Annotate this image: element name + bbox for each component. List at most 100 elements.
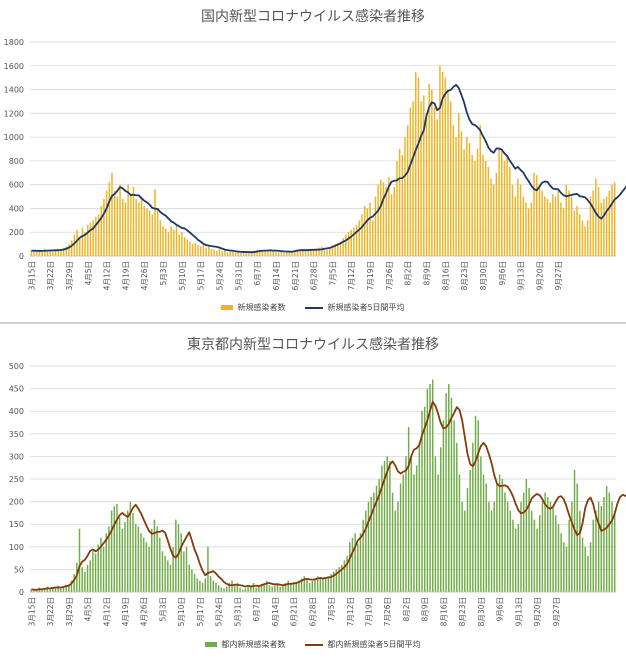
tokyo-bar bbox=[605, 485, 608, 592]
tokyo-bar bbox=[49, 589, 51, 592]
national-bar bbox=[374, 196, 377, 256]
national-bar bbox=[92, 220, 94, 256]
national-bar bbox=[409, 107, 412, 256]
national-bar bbox=[557, 190, 559, 256]
national-bar bbox=[208, 246, 210, 256]
national-bar bbox=[44, 248, 46, 256]
tokyo-bar bbox=[418, 442, 421, 592]
national-chart-title: 国内新型コロナウイルス感染者推移 bbox=[201, 9, 425, 25]
national-bar bbox=[584, 226, 586, 256]
tokyo-bar bbox=[367, 501, 370, 592]
tokyo-bar bbox=[509, 510, 512, 592]
national-bar bbox=[331, 245, 334, 256]
national-bar bbox=[423, 95, 425, 256]
national-bar bbox=[108, 182, 111, 256]
national-x-tick-label: 3月29日 bbox=[65, 261, 74, 290]
tokyo-bar bbox=[442, 420, 445, 592]
national-y-tick-label: 1800 bbox=[4, 38, 24, 47]
tokyo-bar bbox=[185, 546, 188, 592]
national-x-tick-label: 5月31日 bbox=[234, 261, 243, 290]
tokyo-bar bbox=[381, 465, 383, 592]
national-bar bbox=[113, 190, 116, 256]
national-bar bbox=[253, 250, 256, 256]
national-bar bbox=[398, 149, 401, 256]
national-bar bbox=[613, 182, 616, 256]
tokyo-bar bbox=[490, 510, 493, 592]
tokyo-x-tick-label: 8月9日 bbox=[421, 597, 430, 622]
tokyo-bar bbox=[62, 586, 65, 592]
national-bar bbox=[382, 182, 385, 256]
national-bar bbox=[197, 245, 199, 256]
national-bar bbox=[433, 107, 436, 256]
tokyo-bar bbox=[250, 585, 252, 592]
tokyo-bar bbox=[563, 542, 565, 592]
tokyo-y-tick-label: 100 bbox=[9, 543, 24, 552]
national-bar bbox=[549, 202, 551, 256]
tokyo-bar bbox=[480, 456, 482, 592]
national-bar bbox=[318, 247, 320, 256]
tokyo-bar bbox=[544, 492, 546, 592]
national-bar bbox=[366, 208, 369, 256]
national-y-tick-label: 400 bbox=[9, 204, 24, 213]
tokyo-bar bbox=[397, 501, 399, 592]
national-bar bbox=[111, 172, 113, 256]
tokyo-bar bbox=[137, 526, 140, 592]
national-bar bbox=[565, 184, 568, 256]
tokyo-bar bbox=[105, 533, 107, 592]
national-bar bbox=[363, 206, 366, 256]
tokyo-bar bbox=[268, 585, 271, 592]
national-bar bbox=[81, 227, 84, 256]
tokyo-x-tick-label: 5月10日 bbox=[177, 597, 186, 626]
national-x-tick-label: 5月10日 bbox=[178, 261, 187, 290]
tokyo-bar bbox=[533, 519, 536, 592]
national-bar bbox=[226, 252, 229, 256]
national-bar bbox=[597, 187, 600, 256]
national-bar bbox=[70, 240, 73, 256]
legend-item-tokyo-bars: 都内新規感染者数 bbox=[205, 639, 285, 650]
tokyo-x-tick-label: 8月2日 bbox=[402, 597, 411, 622]
tokyo-bar bbox=[421, 411, 423, 592]
tokyo-y-tick-label: 250 bbox=[9, 475, 24, 484]
national-bar bbox=[517, 178, 519, 256]
national-bar bbox=[162, 226, 164, 256]
national-y-tick-label: 0 bbox=[19, 252, 24, 261]
national-bar bbox=[100, 206, 102, 256]
national-bar bbox=[68, 244, 70, 256]
tokyo-bar bbox=[164, 555, 166, 592]
national-bar bbox=[35, 251, 38, 256]
national-bar bbox=[544, 196, 546, 256]
tokyo-bar bbox=[78, 528, 81, 592]
tokyo-bar bbox=[108, 526, 110, 592]
tokyo-bar bbox=[549, 501, 552, 592]
tokyo-bar bbox=[126, 510, 129, 592]
tokyo-bar bbox=[319, 577, 322, 592]
tokyo-bar bbox=[217, 585, 220, 592]
national-bar bbox=[377, 184, 379, 256]
tokyo-bar bbox=[407, 427, 410, 592]
national-bar bbox=[589, 196, 592, 256]
national-x-tick-label: 6月7日 bbox=[253, 261, 262, 286]
tokyo-bar bbox=[445, 393, 447, 592]
national-bar bbox=[97, 214, 100, 256]
national-bar bbox=[46, 250, 49, 256]
national-bar bbox=[514, 196, 516, 256]
tokyo-bar bbox=[70, 580, 73, 592]
national-x-tick-label: 4月12日 bbox=[103, 261, 112, 290]
tokyo-bar bbox=[274, 585, 276, 592]
tokyo-bar bbox=[295, 582, 297, 592]
tokyo-bar bbox=[145, 542, 148, 592]
national-bar bbox=[345, 234, 347, 256]
tokyo-x-tick-label: 8月30日 bbox=[477, 597, 486, 626]
tokyo-x-tick-label: 8月16日 bbox=[439, 597, 448, 626]
tokyo-bar bbox=[461, 501, 463, 592]
tokyo-bar bbox=[140, 533, 142, 592]
tokyo-bar bbox=[426, 388, 429, 592]
legend-label-national-line: 新規感染者5日間平均 bbox=[327, 303, 405, 312]
tokyo-bar bbox=[362, 519, 364, 592]
tokyo-bar bbox=[65, 584, 67, 592]
tokyo-bar bbox=[116, 503, 118, 592]
tokyo-bar bbox=[429, 384, 431, 592]
national-bar bbox=[455, 137, 457, 256]
national-x-tick-label: 6月21日 bbox=[291, 261, 300, 290]
tokyo-bar bbox=[613, 510, 616, 592]
